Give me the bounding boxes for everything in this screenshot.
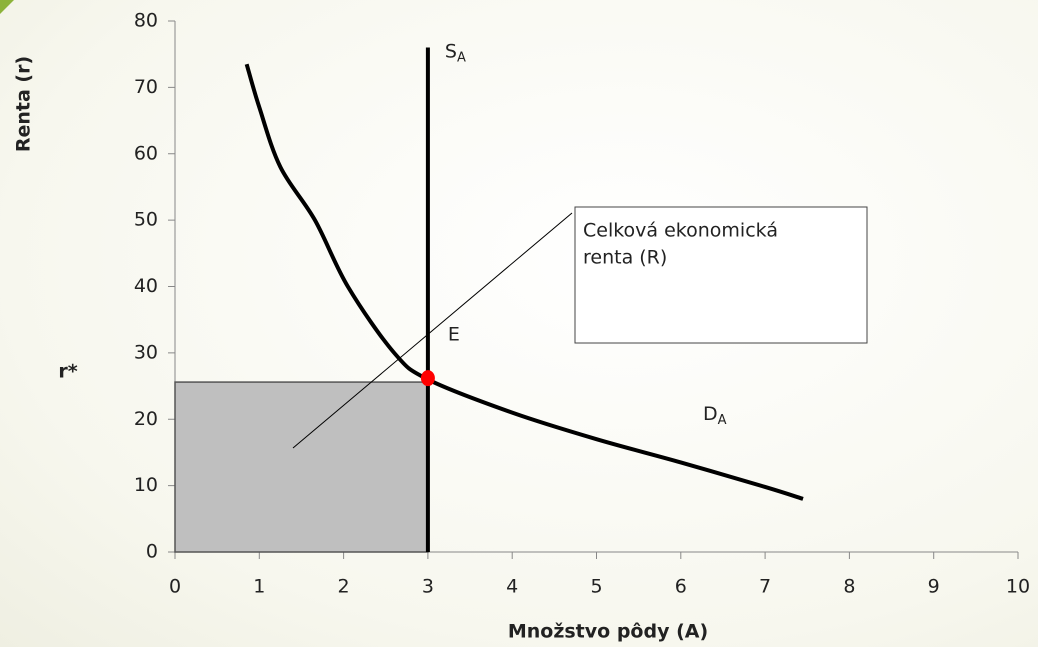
supply-label-main: S: [445, 40, 457, 62]
x-tick-label: 2: [338, 576, 350, 598]
x-tick-label: 4: [506, 576, 518, 598]
annotation-text: Celková ekonomická: [583, 220, 778, 242]
supply-label: SA: [445, 40, 466, 65]
y-tick-label: 80: [134, 10, 158, 32]
x-tick-label: 1: [253, 576, 265, 598]
x-tick-label: 5: [590, 576, 602, 598]
y-tick-label: 40: [134, 275, 158, 297]
x-tick-label: 10: [1006, 576, 1030, 598]
rent-area: [174, 381, 429, 553]
y-tick-label: 10: [134, 474, 158, 496]
r-star-label: r*: [58, 361, 77, 383]
demand-label-main: D: [703, 403, 718, 425]
x-tick-label: 0: [169, 576, 181, 598]
demand-label-sub: A: [718, 413, 727, 428]
x-tick-label: 7: [759, 576, 771, 598]
y-tick-label: 0: [146, 541, 158, 563]
y-tick-label: 50: [134, 209, 158, 231]
x-axis-title: Množstvo pôdy (A): [508, 621, 708, 643]
x-tick-label: 6: [675, 576, 687, 598]
annotation-box: [574, 206, 868, 344]
y-axis-title: Renta (r): [13, 56, 35, 152]
y-tick-label: 30: [134, 341, 158, 363]
x-tick-label: 3: [422, 576, 434, 598]
x-tick-label: 8: [843, 576, 855, 598]
equilibrium-label: E: [448, 324, 460, 346]
y-tick-label: 20: [134, 408, 158, 430]
leader-line: [292, 212, 573, 449]
demand-curve: [244, 63, 804, 501]
y-tick-label: 70: [134, 76, 158, 98]
supply-label-sub: A: [457, 50, 466, 65]
equilibrium-point: [420, 370, 435, 387]
demand-label: DA: [703, 403, 727, 428]
y-tick-label: 60: [134, 142, 158, 164]
x-tick-label: 9: [928, 576, 940, 598]
corner-decoration: [0, 0, 14, 14]
annotation-text: renta (R): [583, 247, 667, 269]
